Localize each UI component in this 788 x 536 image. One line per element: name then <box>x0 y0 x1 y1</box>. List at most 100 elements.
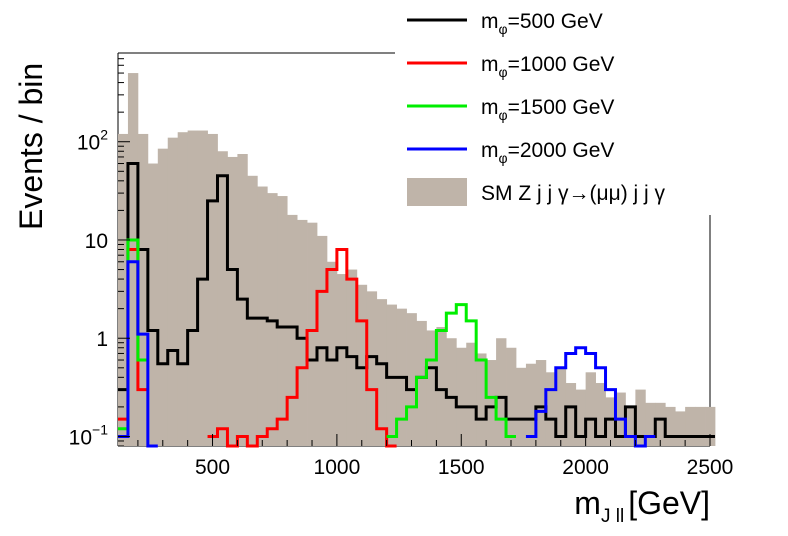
legend-label-subscript: φ <box>499 150 508 166</box>
legend-label-main: m <box>481 96 499 119</box>
x-tick-label: 2000 <box>562 456 609 479</box>
legend-label: mφ=2000 GeV <box>481 139 614 166</box>
background-bin-bar <box>207 133 218 446</box>
background-bin-bar <box>555 367 567 446</box>
background-bin-bar <box>675 411 686 446</box>
background-bin-bar <box>307 222 318 446</box>
signal-histograms <box>118 162 715 448</box>
x-axis-label-subscript: J ll <box>601 506 624 527</box>
series-line-m-1000-gev <box>118 248 148 421</box>
background-bin-bar <box>525 363 537 446</box>
series-line-m-1500-gev-peak- <box>386 303 516 438</box>
y-tick-exponent: 2 <box>100 127 108 143</box>
background-bin-bar <box>197 130 208 446</box>
background-bin-bar <box>426 330 437 446</box>
legend-label-subscript: φ <box>499 64 508 80</box>
background-bin-bar <box>167 137 179 447</box>
background-bin-bar <box>277 196 288 446</box>
background-bin-bar <box>297 219 308 446</box>
y-tick-label: 1 <box>96 328 108 351</box>
background-bin-bar <box>496 338 507 446</box>
legend-item: mφ=2000 GeV <box>407 139 614 166</box>
y-tick-label: 102 <box>77 127 108 155</box>
background-bin-bar <box>406 313 417 446</box>
legend-label-main: m <box>481 139 499 162</box>
series-line-m-2000-gev <box>118 260 158 448</box>
series-line-m-1000-gev-peak- <box>207 248 397 448</box>
legend-label-main: m <box>481 53 499 76</box>
legend-item: mφ=500 GeV <box>407 10 603 37</box>
legend-label-main: m <box>481 10 499 33</box>
background-bin-bar <box>456 347 467 446</box>
background-bin-bar <box>137 133 149 446</box>
background-bin-bar <box>645 402 656 446</box>
series-line-m-1500-gev <box>118 238 148 431</box>
background-bin-bar <box>545 372 557 446</box>
legend-label-subscript: φ <box>499 21 508 37</box>
background-bin-bar <box>416 320 427 446</box>
x-tick-label: 500 <box>195 456 230 479</box>
background-bin-bar <box>157 148 169 446</box>
background-bin-bar <box>535 360 547 446</box>
x-tick-label: 1500 <box>438 456 485 479</box>
x-axis-label-main: m <box>574 485 601 521</box>
y-axis-label: Events / bin <box>13 63 49 230</box>
background-bin-bar <box>316 235 328 446</box>
background-bin-bar <box>177 132 189 446</box>
legend-swatch-fill <box>407 178 467 206</box>
background-bin-bar <box>386 304 397 446</box>
y-tick-base: 10 <box>77 132 100 155</box>
background-bin-bar <box>515 367 527 446</box>
background-bin-bar <box>287 214 298 446</box>
y-tick-base: 10 <box>85 230 108 253</box>
legend-item: mφ=1000 GeV <box>407 53 614 80</box>
background-bin-bar <box>575 389 587 446</box>
x-axis-label-unit: [GeV] <box>628 485 710 521</box>
background-bin-bar <box>187 130 198 446</box>
background-bin-bar <box>486 360 497 446</box>
background-bin-bar <box>247 175 258 446</box>
background-bin-bar <box>705 406 716 446</box>
legend-item: mφ=1500 GeV <box>407 96 614 123</box>
legend-label: mφ=1000 GeV <box>481 53 614 80</box>
series-line-m-500-gev <box>118 162 715 438</box>
x-tick-label: 1000 <box>314 456 361 479</box>
legend-label: SM Z j j γ→(μμ) j j γ <box>481 182 666 205</box>
legend-item: SM Z j j γ→(μμ) j j γ <box>407 178 666 206</box>
background-bin-bar <box>595 383 606 446</box>
background-bin-bar <box>655 402 666 446</box>
background-bin-bar <box>565 383 577 446</box>
background-bin-bar <box>685 406 696 446</box>
background-bin-bar <box>217 151 228 446</box>
background-bin-bar <box>476 353 487 446</box>
y-tick-base: 10 <box>69 426 92 449</box>
legend-label-suffix: =1500 GeV <box>508 96 615 119</box>
x-tick-label: 2500 <box>687 456 734 479</box>
y-tick-base: 1 <box>96 328 108 351</box>
background-bin-bar <box>257 186 268 446</box>
background-bin-bar <box>635 389 646 446</box>
background-bin-bar <box>127 73 139 447</box>
background-bin-bar <box>446 338 457 446</box>
legend-label: mφ=500 GeV <box>481 10 603 37</box>
background-bin-bar <box>227 156 238 447</box>
background-bin-bar <box>326 261 338 446</box>
background-bin-bar <box>665 406 676 446</box>
background-bin-bar <box>366 291 378 446</box>
y-tick-label: 10−1 <box>69 421 109 449</box>
background-bin-bar <box>118 133 129 446</box>
background-bin-bar <box>356 284 368 446</box>
background-bin-bar <box>695 406 706 446</box>
background-bin-bar <box>466 342 477 446</box>
background-bin-bar <box>585 372 596 446</box>
y-tick-label: 10 <box>85 230 108 253</box>
x-axis-label: mJ ll [GeV] <box>574 485 710 527</box>
legend-label-subscript: φ <box>499 107 508 123</box>
legend-label-main: SM Z j j γ→(μμ) j j γ <box>481 182 666 205</box>
background-bin-bar <box>376 299 388 446</box>
background-bin-bar <box>336 274 348 446</box>
background-bin-bar <box>605 397 616 446</box>
